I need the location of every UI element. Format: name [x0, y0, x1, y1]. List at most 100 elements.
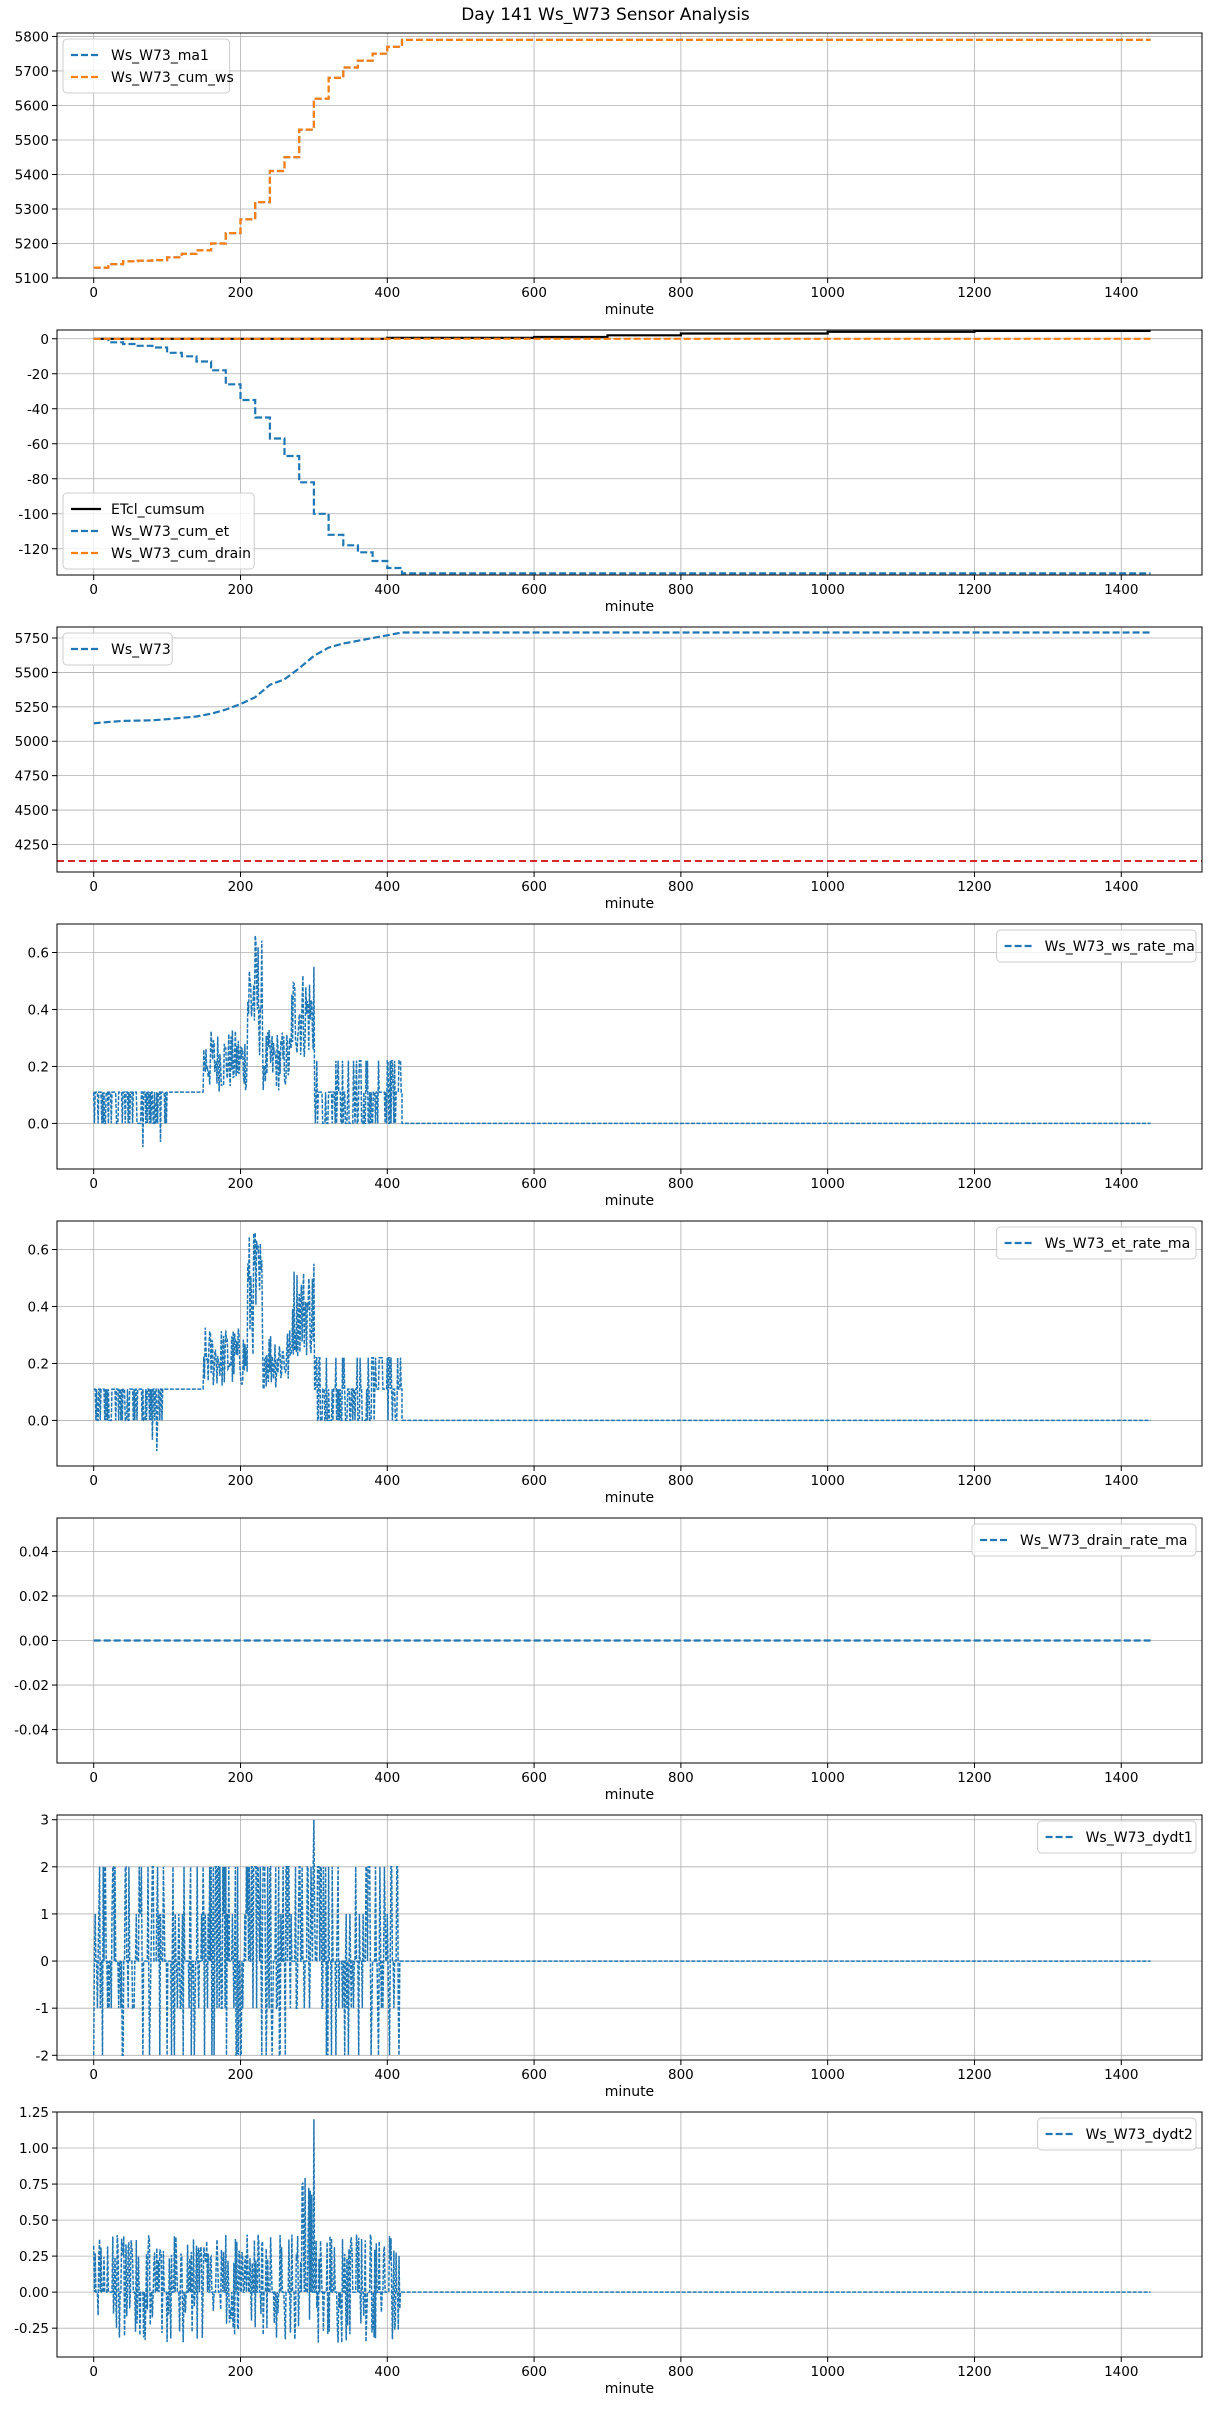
- x-axis-label: minute: [605, 599, 654, 615]
- axes-frame: [56, 32, 1203, 279]
- legend-label: Ws_W73_ma1: [111, 48, 209, 64]
- legend-label: Ws_W73_cum_drain: [111, 546, 251, 562]
- y-tick-label: 4250: [15, 837, 49, 853]
- x-tick-label: 1000: [810, 285, 844, 301]
- legend-label: Ws_W73_et_rate_ma: [1045, 1236, 1191, 1252]
- x-tick-label: 1000: [810, 2364, 844, 2380]
- legend-label: Ws_W73_dydt1: [1086, 1830, 1193, 1846]
- y-tick-label: 2: [40, 1860, 49, 1876]
- series-line: [92, 2119, 1151, 2343]
- x-tick-label: 400: [374, 2067, 400, 2083]
- x-tick-label: 1000: [810, 2067, 844, 2083]
- x-tick-label: 1400: [1104, 1473, 1138, 1489]
- x-tick-label: 200: [228, 2364, 254, 2380]
- y-tick-label: 0.6: [28, 945, 49, 961]
- x-tick-label: 0: [89, 285, 98, 301]
- x-tick-label: 600: [521, 2067, 547, 2083]
- y-tick-label: 5100: [15, 271, 49, 287]
- chart-panel-4: 0 200 400 600 800 1000 1200 1400 0.0 0.2 0.4 0.6 min…: [28, 923, 1203, 1209]
- y-tick-label: 0.50: [19, 2213, 49, 2229]
- series-line: [93, 631, 1151, 725]
- x-tick-label: 200: [228, 582, 254, 598]
- x-tick-label: 600: [521, 2364, 547, 2380]
- legend: Ws_W73: [62, 632, 173, 666]
- x-tick-label: 200: [228, 1176, 254, 1192]
- y-tick-label: -80: [27, 472, 49, 488]
- y-tick-label: -0.25: [14, 2321, 49, 2337]
- chart-panel-2: 0 200 400 600 800 1000 1200 1400 -120 -100 -80 -60 -…: [18, 329, 1203, 615]
- x-tick-label: 1000: [810, 1770, 844, 1786]
- chart-panel-3: 0 200 400 600 800 1000 1200 1400 4250 4500 4750 500…: [15, 626, 1203, 912]
- legend-label: ETcl_cumsum: [111, 502, 205, 518]
- axes-frame: [56, 1220, 1203, 1467]
- series-line: [93, 38, 1151, 269]
- x-axis-label: minute: [605, 896, 654, 912]
- x-tick-label: 400: [374, 1473, 400, 1489]
- x-tick-label: 1400: [1104, 2364, 1138, 2380]
- x-tick-label: 0: [89, 2067, 98, 2083]
- x-tick-label: 1200: [957, 879, 991, 895]
- legend-box: [1037, 2117, 1197, 2151]
- x-tick-label: 600: [521, 285, 547, 301]
- x-axis-label: minute: [605, 2084, 654, 2100]
- x-tick-label: 400: [374, 582, 400, 598]
- x-tick-label: 0: [89, 1176, 98, 1192]
- x-tick-label: 1200: [957, 582, 991, 598]
- series-group: [92, 935, 1151, 1148]
- y-tick-label: 5700: [15, 64, 49, 80]
- x-tick-label: 600: [521, 1176, 547, 1192]
- y-tick-label: 5600: [15, 98, 49, 114]
- x-tick-label: 1200: [957, 2364, 991, 2380]
- series-group: [92, 1819, 1151, 2057]
- y-tick-label: 4500: [15, 803, 49, 819]
- y-tick-label: -0.02: [14, 1678, 49, 1694]
- series-line: [92, 935, 1151, 1148]
- y-tick-label: -100: [18, 507, 49, 523]
- y-tick-label: 4750: [15, 769, 49, 785]
- y-tick-label: 5400: [15, 167, 49, 183]
- y-tick-label: 0.6: [28, 1242, 49, 1258]
- y-tick-label: -60: [27, 437, 49, 453]
- axes-frame: [56, 626, 1203, 873]
- x-axis-label: minute: [605, 302, 654, 318]
- y-tick-label: -40: [27, 402, 49, 418]
- x-tick-label: 600: [521, 1770, 547, 1786]
- series-group: [57, 631, 1202, 862]
- y-tick-label: 5300: [15, 202, 49, 218]
- x-tick-label: 1200: [957, 1770, 991, 1786]
- x-tick-label: 400: [374, 2364, 400, 2380]
- y-tick-label: -1: [36, 2001, 49, 2017]
- y-tick-label: 5000: [15, 734, 49, 750]
- y-tick-label: 5750: [15, 631, 49, 647]
- series-line: [92, 1819, 1151, 2057]
- y-tick-label: 0.25: [19, 2249, 49, 2265]
- legend-box: [971, 1523, 1197, 1557]
- legend-box: [62, 492, 255, 570]
- x-tick-label: 800: [668, 1176, 694, 1192]
- x-tick-label: 200: [228, 879, 254, 895]
- legend: ETcl_cumsum Ws_W73_cum_et Ws_W73_cum_drain: [62, 492, 255, 570]
- y-tick-label: 1.25: [19, 2105, 49, 2121]
- y-tick-label: 0.0: [28, 1413, 49, 1429]
- x-tick-label: 0: [89, 1770, 98, 1786]
- x-tick-label: 600: [521, 879, 547, 895]
- y-tick-label: 5200: [15, 236, 49, 252]
- axes-frame: [56, 329, 1203, 576]
- x-tick-label: 200: [228, 1770, 254, 1786]
- y-tick-label: -120: [18, 542, 49, 558]
- legend-label: Ws_W73: [111, 642, 171, 658]
- x-tick-label: 400: [374, 1770, 400, 1786]
- x-axis-label: minute: [605, 1490, 654, 1506]
- legend-box: [996, 929, 1197, 963]
- x-tick-label: 1200: [957, 1473, 991, 1489]
- x-tick-label: 800: [668, 879, 694, 895]
- x-tick-label: 400: [374, 879, 400, 895]
- y-tick-label: 3: [40, 1813, 49, 1829]
- x-tick-label: 1000: [810, 1176, 844, 1192]
- x-tick-label: 1400: [1104, 879, 1138, 895]
- y-tick-label: -2: [36, 2048, 49, 2064]
- x-tick-label: 400: [374, 285, 400, 301]
- legend: Ws_W73_drain_rate_ma: [971, 1523, 1197, 1557]
- series-group: [92, 2119, 1151, 2343]
